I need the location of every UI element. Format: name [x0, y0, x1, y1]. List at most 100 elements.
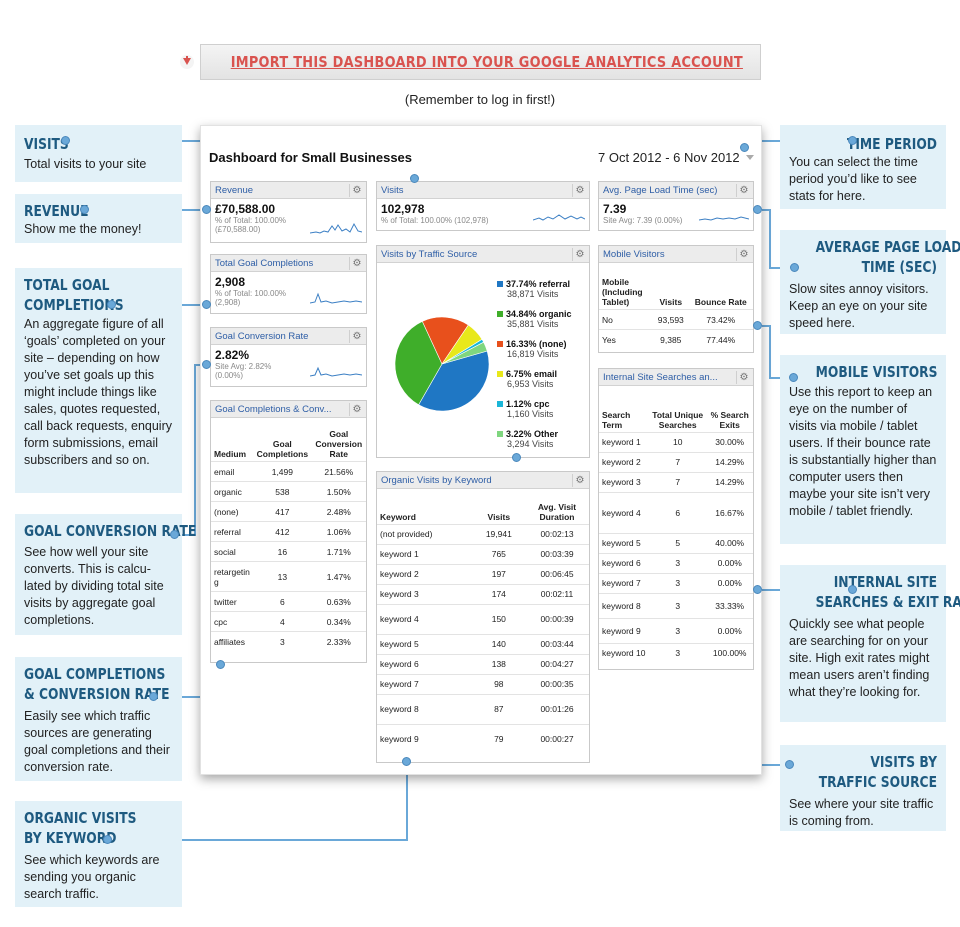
- keyword-table-cell: keyword 5: [377, 633, 473, 654]
- column-header: Goal Completions: [256, 439, 309, 459]
- callout-conversion-rate: GOAL CONVERSION RATE See how well your s…: [15, 514, 196, 635]
- keyword-table-cell: 00:00:35: [525, 673, 589, 694]
- gear-icon[interactable]: ⚙: [736, 247, 749, 261]
- callout-title: ORGANIC VISITS: [24, 809, 137, 827]
- widget-title: Goal Completions & Conv...: [215, 403, 332, 415]
- mobile-table-row: Yes 9,385 77.44%: [599, 329, 753, 350]
- legend-item: 37.74% referral 38,871 Visits: [497, 279, 570, 299]
- site-search-widget: Internal Site Searches an... ⚙ Search Ter…: [598, 368, 754, 670]
- connector-dot: [61, 136, 70, 145]
- login-note: (Remember to log in first!): [404, 92, 556, 107]
- gear-icon[interactable]: ⚙: [736, 183, 749, 197]
- metric-subtext: Site Avg: 7.39 (0.00%): [603, 216, 683, 225]
- connector-dot: [80, 205, 89, 214]
- keyword-table-cell: 98: [472, 673, 525, 694]
- column-header: Bounce Rate: [694, 297, 747, 307]
- search-table-cell: keyword 2: [599, 451, 649, 472]
- goal-table-cell: 0.34%: [311, 611, 366, 632]
- callout-page-load: AVERAGE PAGE LOAD TIME (SEC) Slow sites …: [780, 230, 960, 334]
- callout-title: REVENUE: [24, 202, 89, 220]
- search-table-row: keyword 9 3 0.00%: [599, 617, 753, 643]
- gear-icon[interactable]: ⚙: [349, 256, 362, 270]
- callout-title: GOAL COMPLETIONS: [24, 665, 166, 683]
- legend-swatch: [497, 281, 503, 287]
- chevron-down-icon: [745, 155, 754, 160]
- pie-slice-other[interactable]: [441, 341, 488, 365]
- site-search-table: Search Term Total Unique Searches % Sear…: [599, 398, 753, 663]
- widget-title: Internal Site Searches an...: [603, 371, 718, 383]
- import-dashboard-label[interactable]: IMPORT THIS DASHBOARD INTO YOUR GOOGLE A…: [230, 53, 743, 71]
- pie-slice-none[interactable]: [421, 316, 469, 365]
- goal-table-cell: 1.50%: [311, 481, 366, 502]
- gear-icon[interactable]: ⚙: [349, 402, 362, 416]
- goal-table-cell: 412: [253, 521, 312, 542]
- callout-revenue: REVENUE Show me the money!: [15, 194, 182, 243]
- callout-desc: An aggregate figure of all ‘goals’ compl…: [24, 317, 172, 467]
- connector-dot: [216, 660, 225, 669]
- legend-swatch: [497, 371, 503, 377]
- visits-value: 102,978: [381, 202, 425, 216]
- connector-dot: [402, 757, 411, 766]
- column-header: Mobile (Including Tablet): [602, 277, 643, 307]
- callout-desc: See where your site traffic is coming fr…: [789, 797, 934, 828]
- date-range-selector[interactable]: 7 Oct 2012 - 6 Nov 2012: [598, 150, 754, 165]
- search-table-row: keyword 5 5 40.00%: [599, 532, 753, 553]
- callout-title: VISITS: [24, 135, 69, 153]
- keyword-table-cell: 00:02:13: [525, 523, 589, 544]
- search-table-cell: keyword 6: [599, 552, 649, 573]
- callout-title: MOBILE VISITORS: [815, 363, 938, 381]
- goal-conversion-table: Medium Goal Completions Goal Conversion …: [211, 427, 366, 652]
- import-dashboard-button[interactable]: IMPORT THIS DASHBOARD INTO YOUR GOOGLE A…: [179, 44, 761, 80]
- keyword-table-cell: (not provided): [377, 523, 473, 544]
- legend-item: 3.22% Other 3,294 Visits: [497, 429, 558, 449]
- gear-icon[interactable]: ⚙: [572, 183, 585, 197]
- column-header: % Search Exits: [710, 409, 749, 430]
- legend-visits: 3,294 Visits: [507, 439, 554, 449]
- goal-table-row: twitter 6 0.63%: [211, 591, 366, 612]
- pie-slice-organic[interactable]: [394, 320, 443, 406]
- gear-icon[interactable]: ⚙: [736, 370, 749, 384]
- sparkline: [310, 366, 362, 377]
- legend-swatch: [497, 401, 503, 407]
- search-table-cell: keyword 10: [599, 642, 649, 663]
- gear-icon[interactable]: ⚙: [572, 247, 585, 261]
- callout-goal-conversion: GOAL COMPLETIONS & CONVERSION RATE Easil…: [15, 657, 182, 781]
- gear-icon[interactable]: ⚙: [349, 329, 362, 343]
- goal-table-cell: referral: [211, 521, 254, 542]
- widget-title: Organic Visits by Keyword: [381, 474, 492, 486]
- gear-icon[interactable]: ⚙: [572, 473, 585, 487]
- keyword-table-row: (not provided) 19,941 00:02:13: [377, 523, 589, 544]
- goal-table-cell: affiliates: [211, 631, 254, 652]
- connector-dot: [848, 136, 857, 145]
- mobile-table-cell: 77.44%: [688, 329, 753, 350]
- column-header: Total Unique Searches: [652, 409, 704, 430]
- connector-dot: [410, 174, 419, 183]
- keyword-table-cell: 00:06:45: [525, 563, 589, 584]
- connector-dot: [202, 205, 211, 214]
- search-table-row: keyword 4 6 16.67%: [599, 491, 753, 533]
- date-range-label: 7 Oct 2012 - 6 Nov 2012: [598, 150, 740, 165]
- legend-swatch: [497, 311, 503, 317]
- widget-title: Total Goal Completions: [215, 257, 314, 269]
- mobile-table-row: No 93,593 73.42%: [599, 309, 753, 330]
- metric-subtext: (£70,588.00): [215, 225, 261, 235]
- legend-visits: 16,819 Visits: [507, 349, 559, 359]
- goal-table-row: email 1,499 21.56%: [211, 461, 366, 482]
- keyword-table-cell: keyword 1: [377, 543, 473, 564]
- goal-table-row: retargetin g 13 1.47%: [211, 561, 366, 592]
- keyword-table-cell: 174: [472, 583, 525, 604]
- goal-table-row: cpc 4 0.34%: [211, 611, 366, 632]
- keyword-table-cell: keyword 3: [377, 583, 473, 604]
- callout-desc: Quickly see what people are searching fo…: [789, 617, 930, 699]
- callout-title: COMPLETIONS: [24, 296, 124, 314]
- callout-time-period: TIME PERIOD You can select the time peri…: [780, 125, 946, 209]
- pie-slice-referral[interactable]: [418, 350, 490, 412]
- goal-table-cell: organic: [211, 481, 254, 502]
- keyword-table-cell: 197: [472, 563, 525, 584]
- column-header: Medium: [214, 449, 247, 459]
- keyword-table-row: keyword 1 765 00:03:39: [377, 543, 589, 564]
- gear-icon[interactable]: ⚙: [349, 183, 362, 197]
- goal-table-row: social 16 1.71%: [211, 541, 366, 562]
